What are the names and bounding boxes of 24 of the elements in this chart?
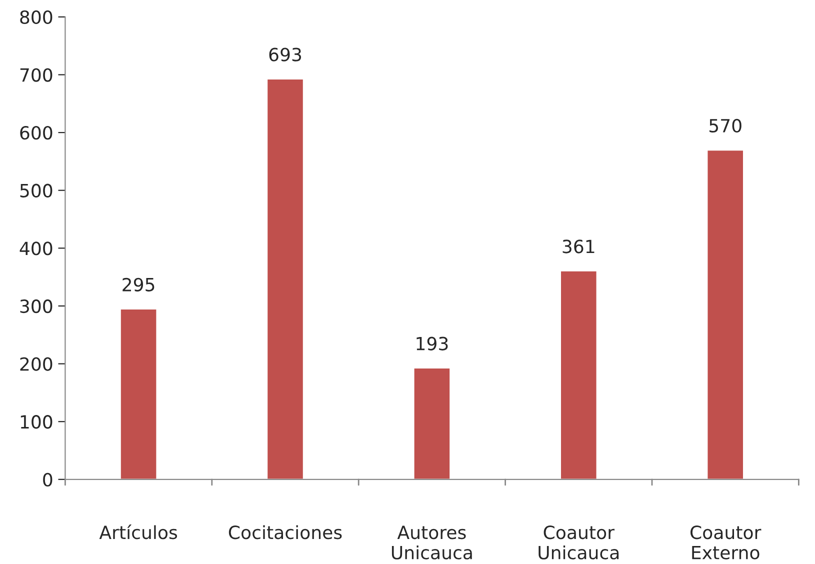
data-label: 295 (122, 278, 154, 292)
data-label: 693 (269, 48, 302, 62)
x-tick-label: Autores Unicauca (392, 526, 472, 560)
bar (706, 149, 744, 480)
data-label: 193 (416, 336, 448, 350)
bar (266, 78, 304, 480)
y-tick-label: 100 (20, 415, 52, 429)
x-tick-label: Coautor Externo (690, 526, 762, 560)
data-label: 570 (710, 118, 742, 132)
x-tick-label: Artículos (99, 524, 178, 540)
bar (412, 367, 451, 480)
y-tick-label: 200 (20, 357, 52, 371)
bar (560, 270, 598, 480)
x-tick-label: Cocitaciones (228, 525, 342, 540)
y-tick-label: 300 (20, 299, 52, 314)
y-tick-label: 500 (20, 184, 52, 198)
data-label: 361 (562, 240, 594, 254)
y-tick-label: 0 (43, 472, 52, 487)
bar (120, 308, 158, 480)
y-tick-label: 400 (20, 242, 52, 256)
y-tick-label: 800 (20, 10, 52, 24)
y-tick-label: 600 (20, 126, 52, 140)
y-tick-label: 700 (20, 68, 52, 82)
x-tick-label: Coautor Unicauca (538, 526, 619, 560)
